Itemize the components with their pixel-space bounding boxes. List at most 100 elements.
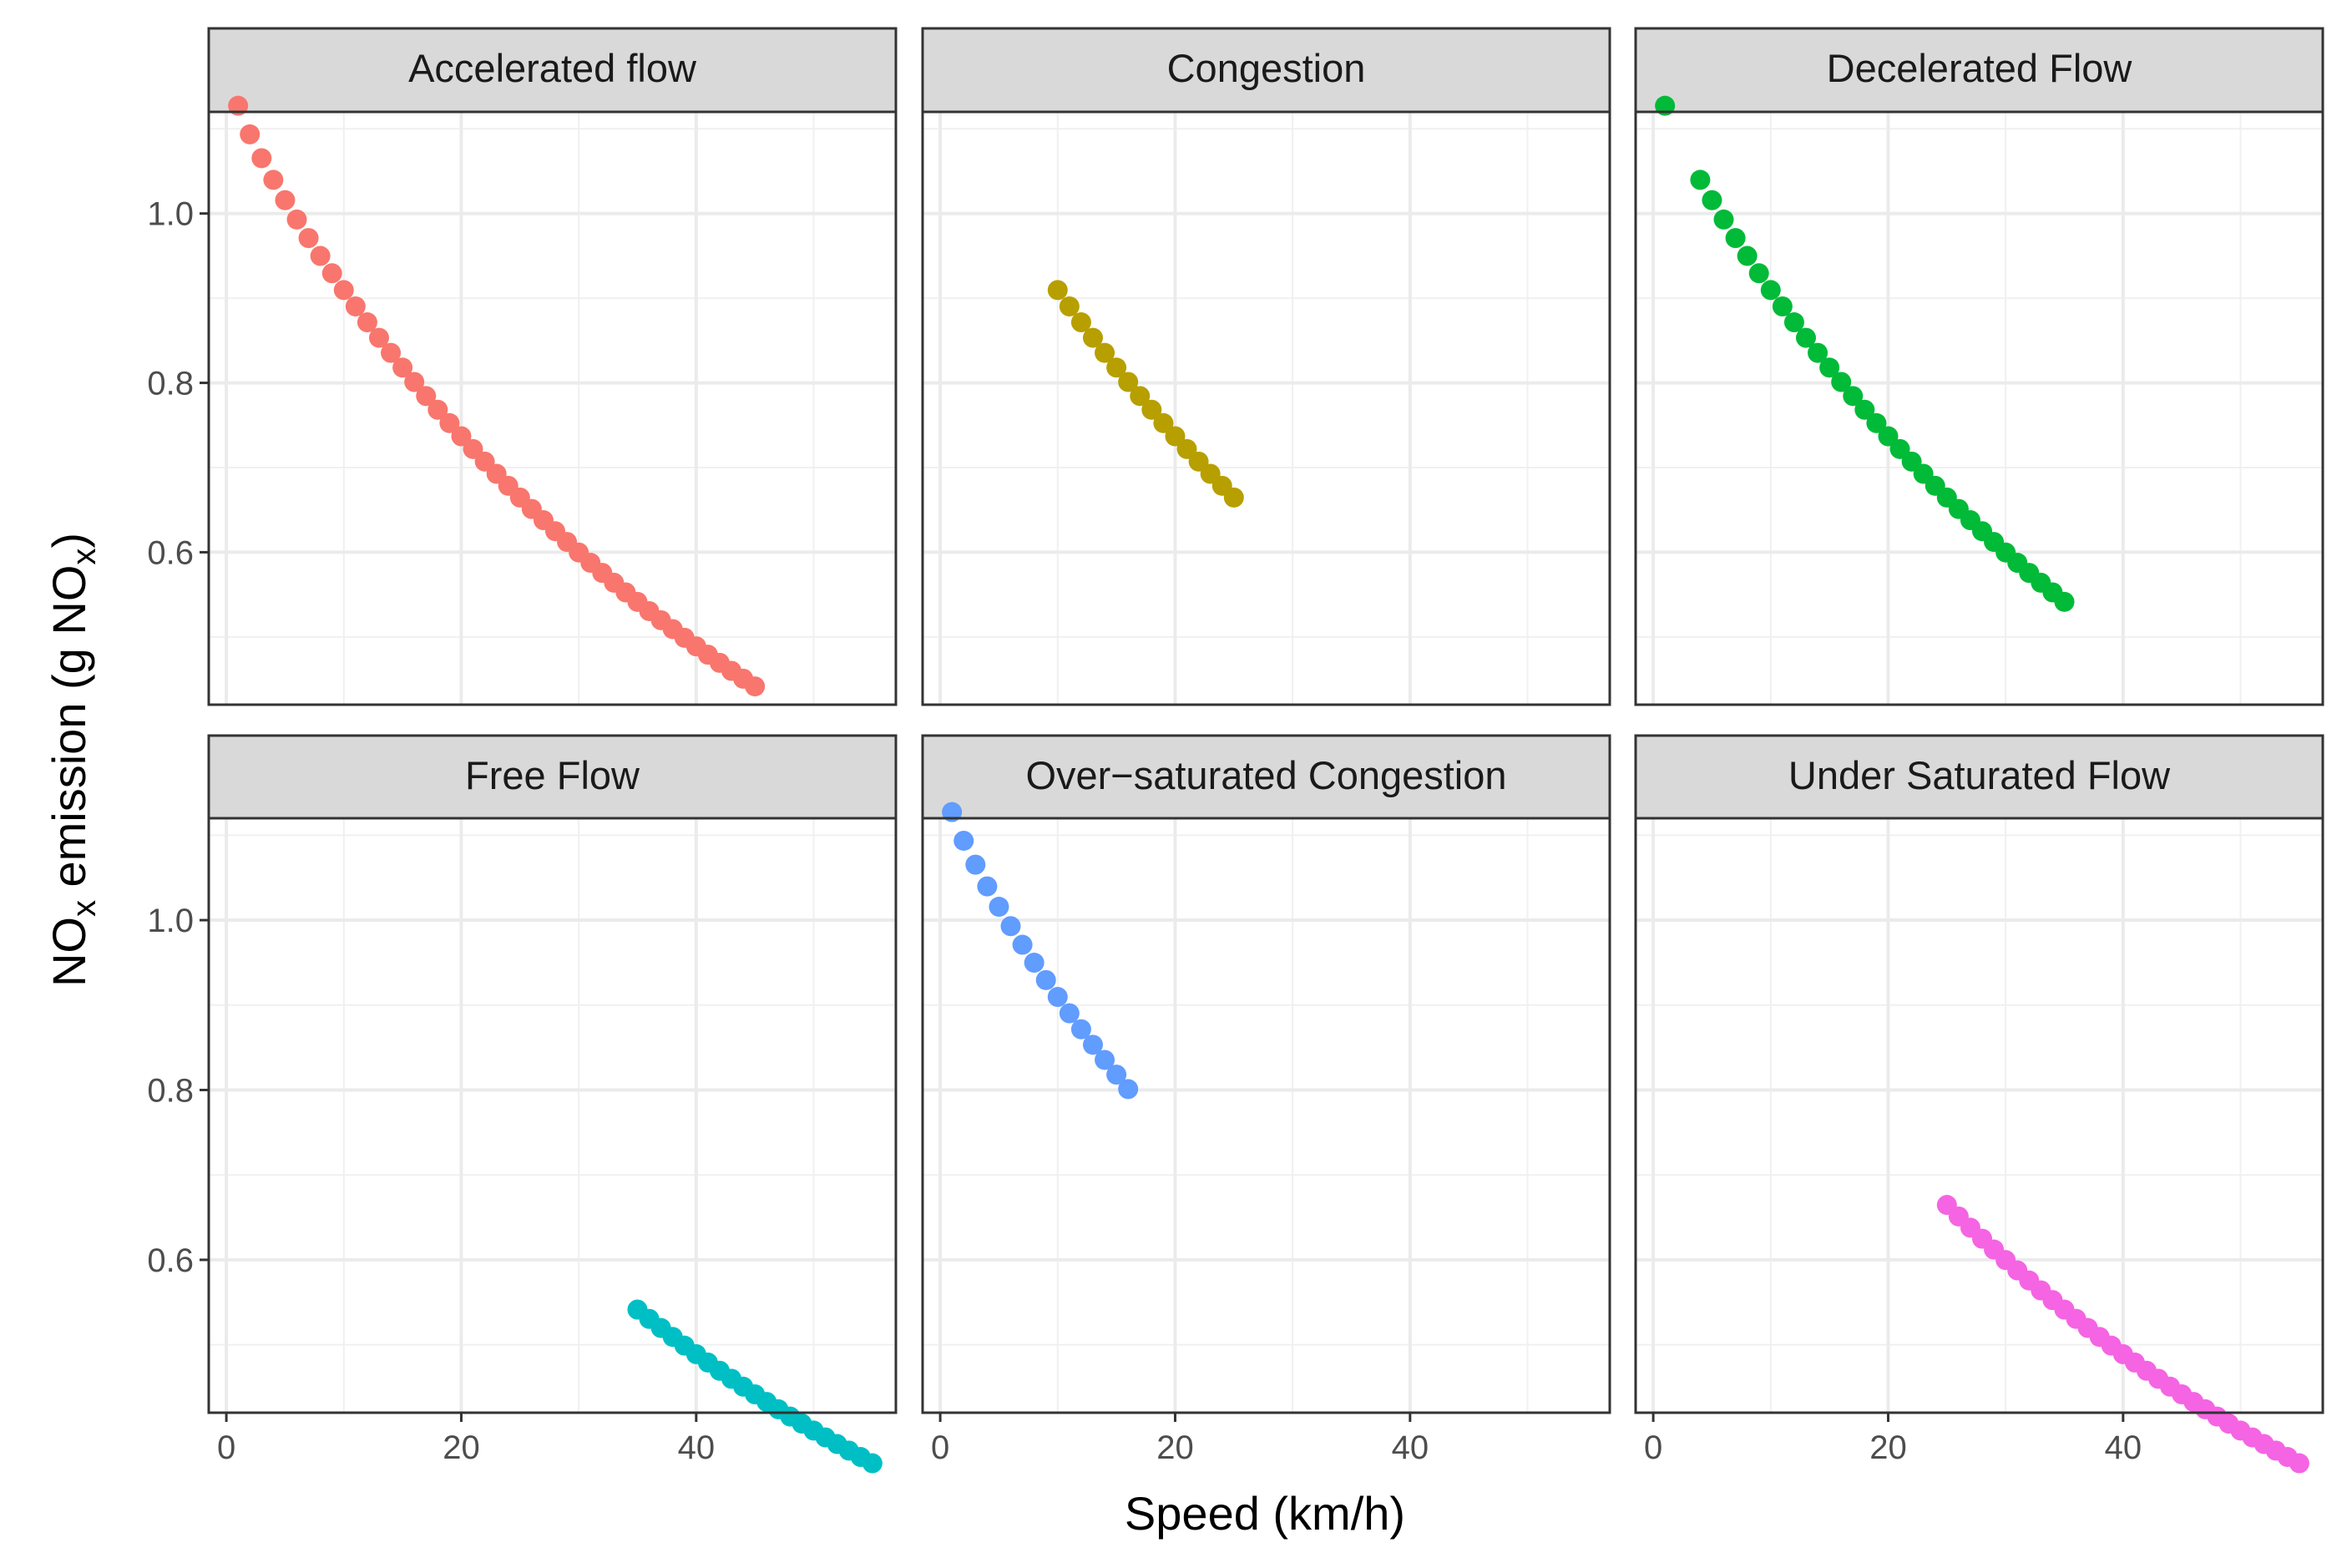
x-tick-label: 20: [1869, 1429, 1907, 1466]
data-point: [2054, 591, 2075, 612]
data-point: [1082, 327, 1103, 348]
plot-background: [209, 818, 896, 1413]
data-point: [298, 228, 319, 249]
panel-3: Decelerated Flow: [1634, 27, 2324, 706]
data-point: [463, 438, 483, 459]
data-point: [1130, 386, 1151, 407]
data-point: [1866, 412, 1887, 433]
panel-title: Under Saturated Flow: [1788, 753, 2171, 797]
y-axis-title-base: NO: [43, 917, 95, 987]
data-point: [240, 124, 260, 144]
data-point: [1690, 169, 1711, 190]
data-point: [953, 830, 974, 851]
y-tick-label: 0.8: [147, 1072, 194, 1109]
data-point: [1047, 987, 1068, 1008]
panel-strip: [1634, 734, 2324, 820]
data-point: [1808, 342, 1828, 363]
data-point: [1783, 312, 1804, 333]
plot-background: [209, 112, 896, 705]
data-point: [1024, 953, 1044, 974]
data-point: [1176, 438, 1197, 459]
x-tick-label: 40: [1392, 1429, 1429, 1466]
data-point: [321, 263, 342, 284]
data-point: [862, 1453, 883, 1474]
data-point: [745, 676, 766, 697]
x-axis-title: Speed (km/h): [1125, 1487, 1405, 1540]
panel-border: [921, 817, 1611, 1414]
data-point: [989, 897, 1009, 918]
data-point: [1725, 228, 1746, 249]
y-tick-label: 0.6: [147, 534, 194, 571]
data-point: [1737, 245, 1758, 266]
data-point: [439, 412, 460, 433]
data-point: [1760, 280, 1781, 301]
data-point: [381, 342, 402, 363]
data-point: [1118, 372, 1139, 392]
data-point: [1106, 1065, 1127, 1085]
panel-title: Accelerated flow: [408, 46, 697, 90]
data-point: [1748, 263, 1769, 284]
x-tick-label: 20: [1156, 1429, 1194, 1466]
panel-strip: [921, 734, 1611, 820]
data-point: [404, 372, 425, 392]
data-point: [1141, 399, 1162, 420]
plot-background: [1636, 112, 2323, 705]
data-point: [345, 296, 366, 316]
data-point: [965, 854, 986, 875]
data-point: [1854, 399, 1875, 420]
data-point: [286, 209, 307, 230]
data-point: [1223, 487, 1244, 508]
plot-background: [1636, 818, 2323, 1413]
data-point: [1843, 386, 1864, 407]
data-point: [1059, 296, 1080, 316]
panel-strip: [207, 27, 898, 114]
data-point: [1831, 372, 1852, 392]
data-point: [1059, 1003, 1080, 1024]
data-point: [1889, 438, 1910, 459]
panel-1: Accelerated flow 0.6 0.8 1.0: [147, 27, 898, 706]
data-point: [1165, 426, 1186, 447]
panel-title: Congestion: [1167, 46, 1366, 90]
data-point: [1035, 969, 1056, 990]
data-point: [1047, 280, 1068, 301]
panel-title: Free Flow: [465, 753, 640, 797]
data-point: [333, 280, 354, 301]
data-point: [1095, 342, 1115, 363]
y-axis-title: NOx emission (g NOx): [43, 533, 103, 987]
panel-border: [921, 110, 1611, 706]
panel-title: Decelerated Flow: [1827, 46, 2133, 90]
data-point: [1702, 190, 1722, 210]
y-axis-title-middle: emission (g NO: [43, 565, 95, 900]
panel-5: Over−saturated Congestion 0 20 40: [921, 734, 1611, 1466]
panel-border: [207, 110, 898, 706]
x-tick-label: 0: [1644, 1429, 1662, 1466]
y-tick-label: 1.0: [147, 903, 194, 939]
panel-strip: [1634, 27, 2324, 114]
x-tick-label: 20: [443, 1429, 480, 1466]
y-axis-title-sub1: x: [66, 900, 103, 917]
data-point: [392, 357, 413, 378]
y-axis-title-end: ): [43, 533, 95, 549]
data-point: [263, 169, 284, 190]
data-point: [1095, 1050, 1115, 1070]
y-tick-label: 0.8: [147, 366, 194, 402]
panel-6: Under Saturated Flow 0 20 40: [1634, 734, 2324, 1474]
plot-background: [923, 112, 1610, 705]
x-tick-label: 40: [678, 1429, 716, 1466]
data-point: [251, 148, 272, 169]
data-point: [275, 190, 296, 210]
x-tick-label: 0: [931, 1429, 949, 1466]
y-tick-label: 0.6: [147, 1242, 194, 1279]
panel-4: Free Flow 0.6 0.8 1.0 0 20 40: [147, 734, 898, 1474]
data-point: [1070, 1019, 1091, 1039]
data-point: [1082, 1034, 1103, 1055]
data-point: [1772, 296, 1793, 316]
data-point: [1713, 209, 1734, 230]
panel-border: [207, 817, 898, 1414]
panel-strip: [207, 734, 898, 820]
data-point: [1012, 934, 1033, 955]
y-axis-title-sub2: x: [66, 549, 103, 565]
data-point: [1000, 916, 1021, 937]
plot-background: [923, 818, 1610, 1413]
data-point: [1106, 357, 1127, 378]
